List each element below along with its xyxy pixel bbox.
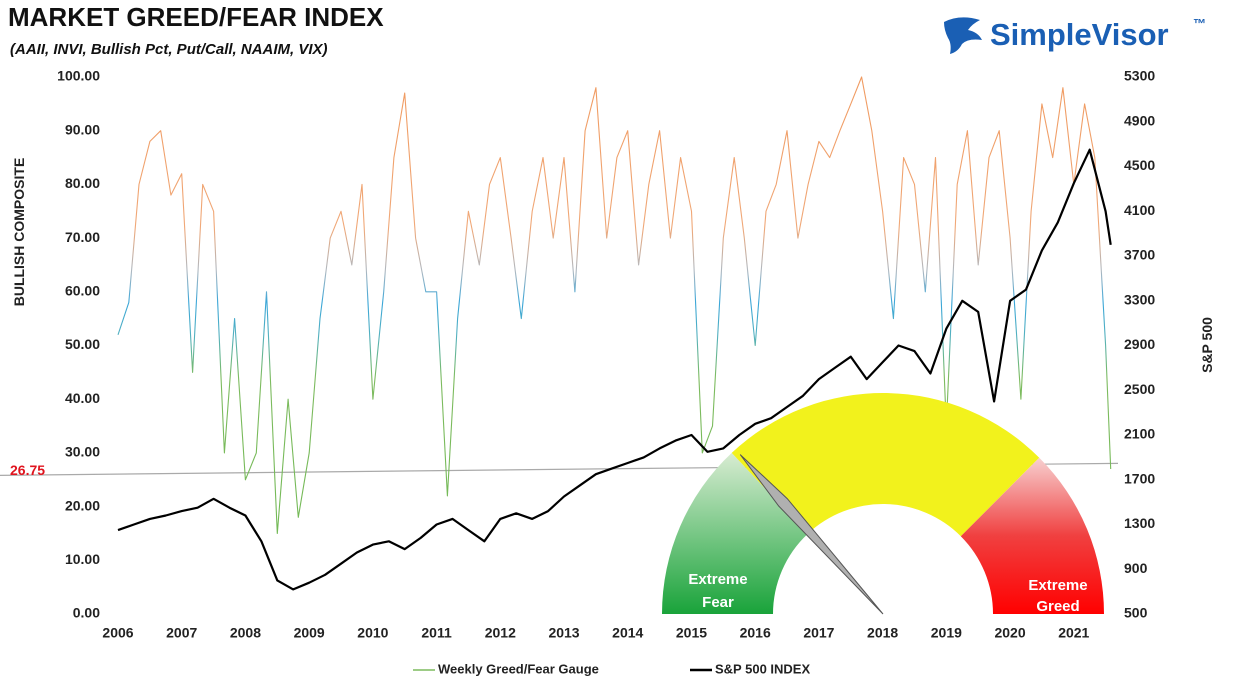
brand-mark: ™ — [1193, 16, 1206, 31]
y-tick-label: 90.00 — [65, 121, 100, 137]
x-tick-label: 2017 — [803, 625, 834, 641]
y2-tick-label: 4900 — [1124, 112, 1155, 128]
x-tick-label: 2019 — [931, 625, 962, 641]
gauge-greed — [960, 457, 1104, 614]
x-tick-label: 2011 — [421, 625, 452, 641]
sp500-line — [117, 148, 1112, 591]
y-axis-label: BULLISH COMPOSITE — [11, 158, 27, 307]
y-tick-label: 50.00 — [65, 336, 100, 352]
y2-tick-label: 900 — [1124, 560, 1148, 576]
y-tick-label: 80.00 — [65, 175, 100, 191]
y-tick-label: 40.00 — [65, 390, 100, 406]
x-tick-label: 2007 — [166, 625, 197, 641]
gauge-neutral — [731, 392, 1040, 537]
y2-tick-label: 1300 — [1124, 515, 1155, 531]
gauge-needle — [739, 454, 884, 615]
y-tick-label: 30.00 — [65, 444, 100, 460]
legend-label: S&P 500 INDEX — [715, 661, 810, 676]
y2-axis-label: S&P 500 — [1199, 317, 1215, 373]
gauge-fear — [662, 452, 808, 614]
x-tick-label: 2013 — [548, 625, 579, 641]
gauge-label: Extreme — [1028, 577, 1087, 594]
y-tick-label: 60.00 — [65, 283, 100, 299]
gauge: Extreme Fear Extreme Greed — [662, 392, 1104, 615]
gauge-label: Fear — [702, 594, 734, 611]
y-tick-label: 70.00 — [65, 229, 100, 245]
x-tick-label: 2015 — [676, 625, 707, 641]
chart-subtitle: (AAII, INVI, Bullish Pct, Put/Call, NAAI… — [10, 41, 328, 58]
x-tick-label: 2012 — [485, 625, 516, 641]
logo-emblem — [944, 17, 982, 54]
gauge-label: Extreme — [688, 571, 747, 588]
reference-label: 26.75 — [10, 462, 45, 478]
x-tick-label: 2021 — [1058, 625, 1089, 641]
gauge-label: Greed — [1036, 598, 1079, 615]
y2-tick-label: 4500 — [1124, 157, 1155, 173]
y2-tick-label: 2500 — [1124, 381, 1155, 397]
brand: SimpleVisor — [990, 17, 1169, 52]
y2-tick-label: 3700 — [1124, 247, 1155, 263]
x-tick-label: 2006 — [102, 625, 133, 641]
y2-tick-label: 1700 — [1124, 470, 1155, 486]
greed-fear-line — [117, 76, 1112, 535]
y-tick-label: 0.00 — [73, 605, 100, 621]
x-tick-label: 2020 — [994, 625, 1025, 641]
x-tick-label: 2018 — [867, 625, 898, 641]
legend-label: Weekly Greed/Fear Gauge — [438, 661, 599, 676]
y2-tick-label: 2100 — [1124, 426, 1155, 442]
logo: SimpleVisor ™ — [944, 16, 1206, 54]
x-tick-label: 2010 — [357, 625, 388, 641]
x-tick-label: 2016 — [740, 625, 771, 641]
x-tick-label: 2009 — [294, 625, 325, 641]
y2-tick-label: 500 — [1124, 605, 1148, 621]
y2-tick-label: 4100 — [1124, 202, 1155, 218]
y-tick-label: 100.00 — [57, 68, 100, 84]
y-tick-label: 10.00 — [65, 551, 100, 567]
y2-tick-label: 3300 — [1124, 291, 1155, 307]
y2-tick-label: 5300 — [1124, 68, 1155, 84]
y2-tick-label: 2900 — [1124, 336, 1155, 352]
x-tick-label: 2008 — [230, 625, 261, 641]
x-tick-label: 2014 — [612, 625, 643, 641]
y-tick-label: 20.00 — [65, 497, 100, 513]
chart-title: MARKET GREED/FEAR INDEX — [8, 2, 384, 32]
